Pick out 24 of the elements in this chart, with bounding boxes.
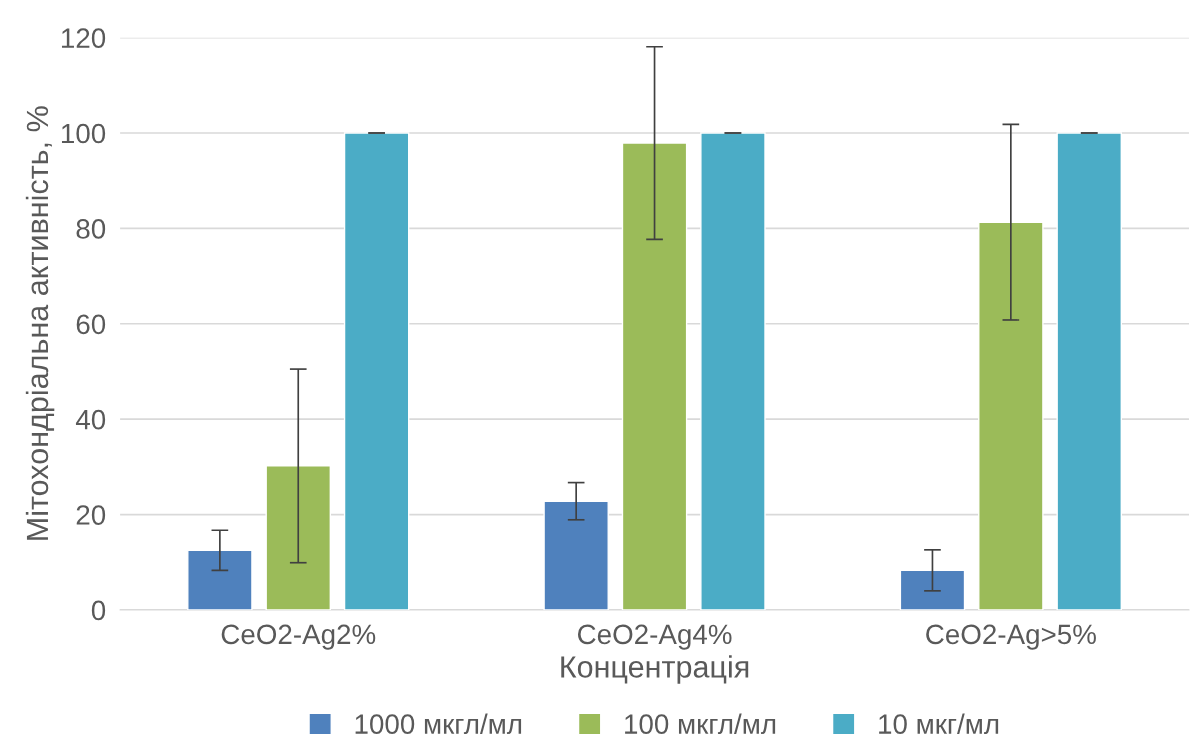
legend-label: 1000 мкгл/мл (355, 713, 522, 734)
x-tick-label: CeO2-Ag2% (221, 624, 376, 650)
bar (978, 221, 1044, 610)
y-tick-label: 20 (76, 505, 106, 525)
y-tick-label: 80 (76, 219, 106, 239)
x-tick-label: CeO2-Ag4% (577, 624, 732, 650)
y-tick-label: 100 (61, 123, 106, 144)
legend-label: 10 мкг/мл (879, 713, 999, 734)
y-tick-label: 60 (76, 314, 106, 335)
y-tick-label: 40 (75, 409, 106, 430)
bar (265, 465, 332, 610)
bar (700, 132, 766, 610)
bar (899, 569, 966, 610)
y-axis-title: Мітохондріальна активність, % (25, 106, 55, 540)
bar (621, 142, 688, 610)
legend-label: 100 мкгл/мл (625, 713, 776, 734)
bar (343, 132, 410, 610)
bar (543, 500, 609, 610)
x-tick-label: CeO2-Ag>5% (926, 624, 1096, 650)
y-tick-label: 120 (61, 28, 106, 48)
x-axis-title: Концентрація (561, 655, 749, 684)
bar (187, 549, 253, 610)
y-tick-label: 0 (91, 600, 106, 621)
bar (1056, 132, 1122, 610)
